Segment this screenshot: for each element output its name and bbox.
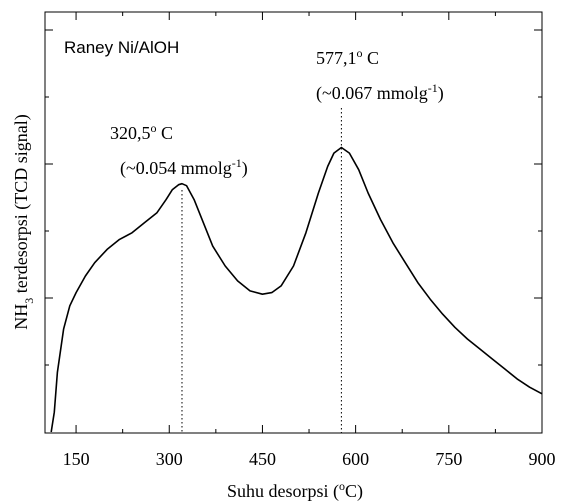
x-tick-label: 600 — [342, 449, 369, 469]
x-axis-title: Suhu desorpsi (oC) — [227, 479, 363, 502]
peak-1-temp: 320,5o C — [110, 121, 173, 143]
peak-2-amount: (~0.067 mmolg-1) — [316, 81, 444, 104]
series-line — [50, 146, 543, 433]
x-tick-label: 150 — [63, 449, 90, 469]
plot-frame — [44, 11, 543, 434]
x-tick-label: 750 — [435, 449, 462, 469]
x-tick-label: 450 — [249, 449, 276, 469]
inset-label: Raney Ni/AlOH — [64, 38, 179, 57]
peak-1-amount: (~0.054 mmolg-1) — [120, 156, 248, 179]
x-tick-label: 300 — [156, 449, 183, 469]
axis-ticks — [45, 12, 543, 433]
peak-lines — [181, 108, 342, 433]
x-tick-label: 900 — [529, 449, 556, 469]
peak-2-temp: 577,1o C — [316, 46, 379, 68]
y-axis-title: NH3 terdesorpsi (TCD signal) — [11, 114, 36, 329]
x-tick-labels: 150 300 450 600 750 900 — [63, 449, 556, 469]
